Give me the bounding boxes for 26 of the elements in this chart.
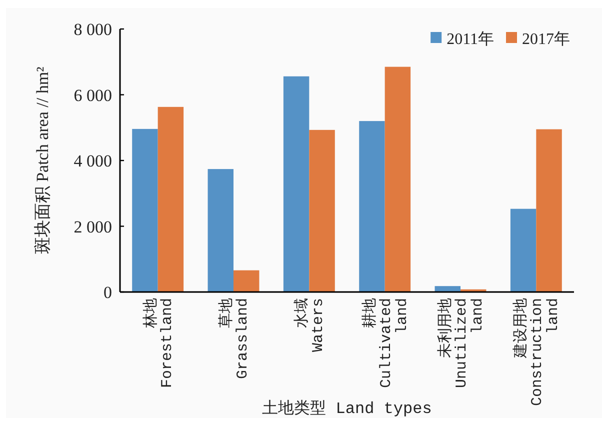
x-tick-label: 林地 Forestland (142, 298, 176, 388)
bar (359, 121, 385, 292)
bar (309, 130, 335, 292)
bar (208, 169, 234, 292)
x-axis-title: 土地类型 Land types (262, 399, 432, 418)
bar (283, 76, 310, 292)
bar (158, 106, 184, 292)
bar (434, 286, 460, 292)
y-tick-label: 0 (104, 283, 112, 302)
x-tick-label: 草地 Grassland (218, 298, 252, 380)
bar (510, 208, 536, 292)
bar (234, 270, 260, 292)
y-tick-label: 4 000 (74, 152, 112, 170)
legend-label: 2017年 (522, 31, 570, 48)
x-tick-label: 未利用地 Unutilized land (436, 298, 486, 388)
y-tick-label: 8 000 (74, 20, 112, 39)
bar (536, 129, 562, 292)
bar (132, 128, 158, 292)
y-tick-label: 2 000 (74, 217, 112, 236)
y-axis-title: 斑块面积 Patch area // hm² (33, 66, 52, 254)
y-tick-label: 6 000 (74, 86, 112, 105)
x-tick-label: 建设用地 Construction land (512, 298, 562, 406)
legend-label: 2011年 (446, 31, 494, 48)
x-tick-label: 耕地 Cultivated land (360, 298, 411, 388)
bar (384, 66, 411, 292)
x-tick-label: 水域 Waters (293, 298, 328, 352)
